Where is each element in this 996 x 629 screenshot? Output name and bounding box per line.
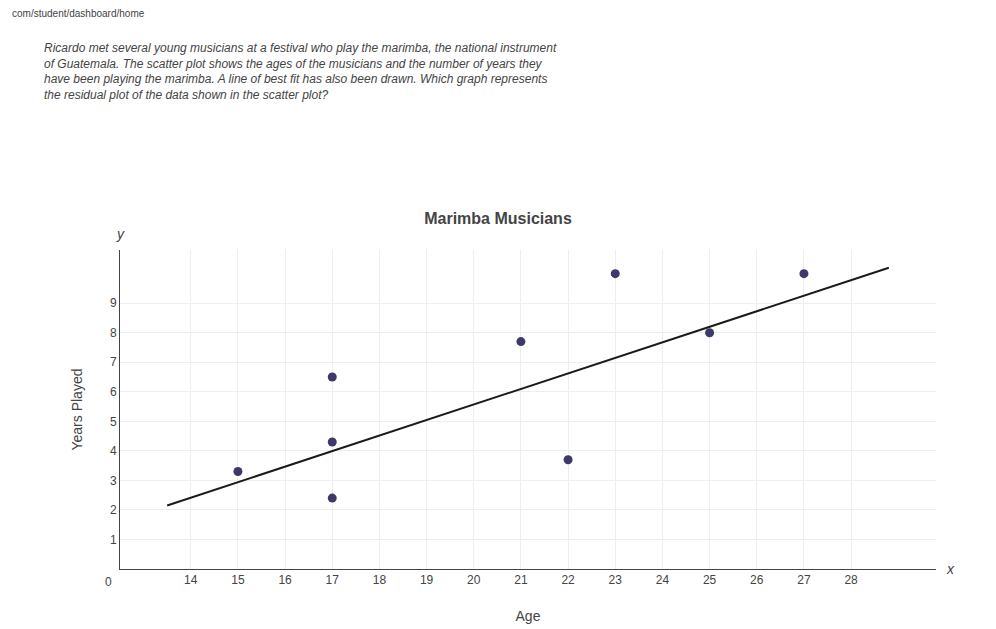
svg-text:20: 20 [467,573,481,587]
svg-text:0: 0 [105,575,112,589]
svg-text:18: 18 [373,573,387,587]
svg-text:6: 6 [110,385,117,399]
svg-text:14: 14 [184,573,198,587]
svg-text:17: 17 [326,573,340,587]
svg-text:22: 22 [561,573,575,587]
svg-text:28: 28 [844,573,858,587]
svg-text:23: 23 [609,573,623,587]
svg-text:8: 8 [110,326,117,340]
svg-text:Ricardo met several young musi: Ricardo met several young musicians at a… [44,41,557,102]
svg-text:Years Played: Years Played [69,369,85,451]
svg-text:19: 19 [420,573,434,587]
svg-text:16: 16 [278,573,292,587]
svg-text:21: 21 [514,573,528,587]
svg-text:3: 3 [110,474,117,488]
svg-text:26: 26 [750,573,764,587]
svg-text:com/student/dashboard/home: com/student/dashboard/home [12,8,145,19]
svg-text:1: 1 [110,533,117,547]
svg-text:25: 25 [703,573,717,587]
svg-text:7: 7 [110,355,117,369]
svg-text:2: 2 [110,503,117,517]
svg-text:5: 5 [110,415,117,429]
svg-text:24: 24 [656,573,670,587]
svg-text:15: 15 [231,573,245,587]
svg-text:Age: Age [516,608,541,624]
svg-text:4: 4 [110,444,117,458]
svg-text:27: 27 [797,573,811,587]
svg-text:y: y [116,226,125,242]
svg-text:x: x [946,561,955,577]
svg-text:9: 9 [110,296,117,310]
svg-text:Marimba Musicians: Marimba Musicians [424,210,572,227]
